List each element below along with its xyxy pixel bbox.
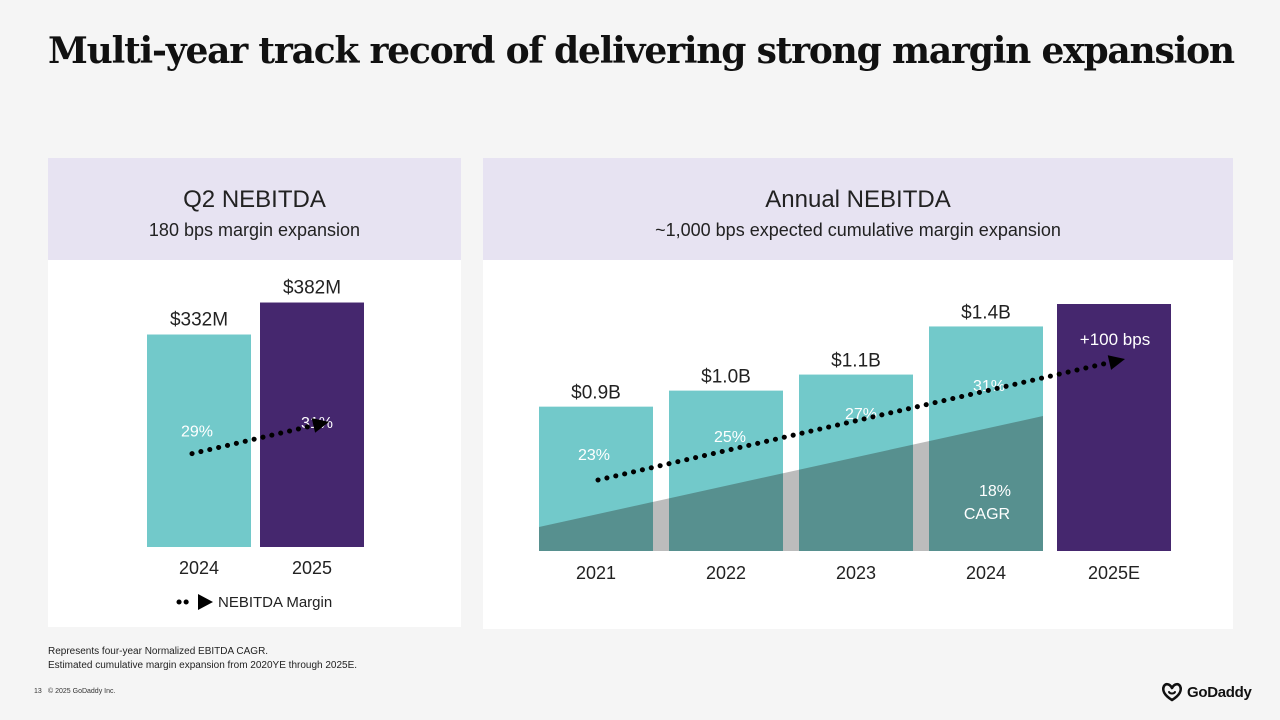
value-label-2025: $382M bbox=[283, 278, 341, 299]
annual-panel-subtitle: ~1,000 bps expected cumulative margin ex… bbox=[655, 220, 1061, 240]
value-label-2023: $1.1B bbox=[831, 351, 881, 372]
x-tick-2023: 2023 bbox=[836, 563, 876, 583]
cagr-wedge-2022 bbox=[669, 473, 783, 551]
value-label-2022: $1.0B bbox=[701, 367, 751, 388]
bar-2025 bbox=[260, 302, 364, 547]
cagr-wedge-2021 bbox=[539, 501, 653, 551]
page-number: 13 bbox=[34, 688, 42, 695]
annual-panel-title: Annual NEBITDA bbox=[765, 186, 951, 213]
cagr-wedge-2023 bbox=[799, 444, 913, 551]
bar-2024 bbox=[147, 334, 251, 547]
q2-panel-subtitle: 180 bps margin expansion bbox=[148, 220, 361, 240]
q2-panel-header: Q2 NEBITDA 180 bps margin expansion bbox=[48, 158, 461, 260]
annual-panel-header: Annual NEBITDA ~1,000 bps expected cumul… bbox=[483, 158, 1233, 260]
annual-nebitda-panel: Annual NEBITDA ~1,000 bps expected cumul… bbox=[483, 158, 1233, 629]
margin-label-2024: 29% bbox=[181, 424, 213, 441]
margin-trend-arrow-head bbox=[311, 418, 329, 433]
x-tick-2022: 2022 bbox=[706, 563, 746, 583]
value-label-2021: $0.9B bbox=[571, 383, 621, 404]
value-label-2024: $332M bbox=[170, 310, 228, 331]
footnote-margin: Estimated cumulative margin expansion fr… bbox=[48, 660, 358, 671]
annual-margin-trend-arrow-head bbox=[1107, 355, 1125, 370]
cagr-wedge-gray bbox=[539, 416, 1043, 551]
value-label-2024: $1.4B bbox=[961, 302, 1011, 323]
godaddy-logo: GoDaddy bbox=[1160, 682, 1252, 702]
bar-2025E bbox=[1057, 304, 1171, 551]
x-tick-2024: 2024 bbox=[179, 558, 219, 578]
margin-trend-arrow-dots bbox=[189, 422, 316, 457]
annual-nebitda-chart: $0.9B 2021 $1.0B 2022 $1.1B 2023 $1.4B 2024 2025… bbox=[539, 302, 1171, 583]
x-tick-2025E: 2025E bbox=[1088, 563, 1140, 583]
x-tick-2025: 2025 bbox=[292, 558, 332, 578]
q2-panel-title: Q2 NEBITDA bbox=[183, 186, 326, 213]
cagr-wedge-2024 bbox=[929, 416, 1043, 551]
margin-label-2021: 23% bbox=[578, 447, 610, 464]
legend-label: NEBITDA Margin bbox=[218, 594, 332, 611]
cagr-value: 18% bbox=[979, 483, 1011, 500]
x-tick-2024: 2024 bbox=[966, 563, 1006, 583]
logo-text: GoDaddy bbox=[1187, 683, 1252, 701]
page-title: Multi-year track record of delivering st… bbox=[48, 30, 1235, 72]
copyright: © 2025 GoDaddy Inc. bbox=[48, 688, 116, 695]
margin-label-2023: 27% bbox=[845, 406, 877, 423]
annual-margin-trend-arrow-dots bbox=[595, 360, 1112, 483]
godaddy-logo-icon bbox=[1161, 682, 1183, 702]
q2-nebitda-panel: Q2 NEBITDA 180 bps margin expansion $332… bbox=[48, 158, 461, 627]
cagr-label: CAGR bbox=[964, 506, 1010, 523]
x-tick-2021: 2021 bbox=[576, 563, 616, 583]
margin-label-2022: 25% bbox=[714, 429, 746, 446]
legend-arrow-head bbox=[198, 594, 213, 610]
footnote-cagr: Represents four-year Normalized EBITDA C… bbox=[48, 646, 269, 657]
annotation-plus-100-bps: +100 bps bbox=[1080, 330, 1150, 349]
